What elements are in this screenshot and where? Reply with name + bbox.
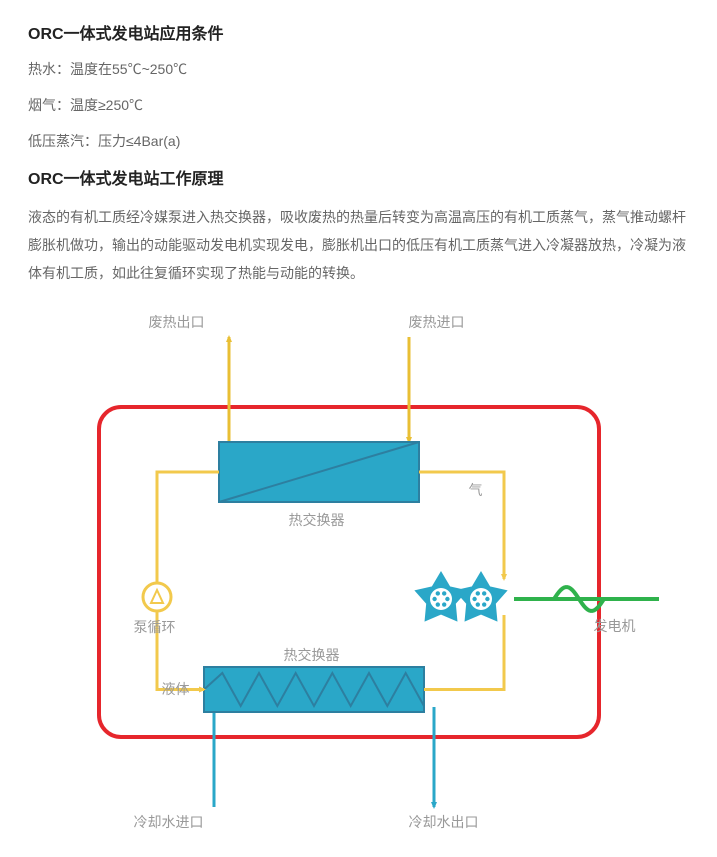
lbl-gas: 气 xyxy=(469,480,483,500)
lbl-cool-in: 冷却水进口 xyxy=(134,812,204,832)
heading-principle: ORC一体式发电站工作原理 xyxy=(28,165,689,189)
orc-diagram: 废热出口 废热进口 热交换器 气 泵循环 热交换器 液体 发电机 冷却水进口 冷… xyxy=(39,297,679,837)
heading-conditions: ORC一体式发电站应用条件 xyxy=(28,20,689,44)
diagram-svg xyxy=(39,297,679,837)
lbl-pump: 泵循环 xyxy=(134,617,176,637)
cond-fluegas: 烟气：温度≥250℃ xyxy=(28,94,689,118)
lbl-hx-bot: 热交换器 xyxy=(284,645,340,665)
lbl-gen: 发电机 xyxy=(594,616,636,636)
cond-hotwater: 热水：温度在55℃~250℃ xyxy=(28,58,689,82)
lbl-hx-top: 热交换器 xyxy=(289,510,345,530)
principle-text: 液态的有机工质经冷媒泵进入热交换器，吸收废热的热量后转变为高温高压的有机工质蒸气… xyxy=(28,203,689,287)
cond-steam: 低压蒸汽：压力≤4Bar(a) xyxy=(28,130,689,154)
lbl-cool-out: 冷却水出口 xyxy=(409,812,479,832)
lbl-liquid: 液体 xyxy=(162,679,190,699)
lbl-waste-in: 废热进口 xyxy=(409,312,465,332)
lbl-waste-out: 废热出口 xyxy=(149,312,205,332)
